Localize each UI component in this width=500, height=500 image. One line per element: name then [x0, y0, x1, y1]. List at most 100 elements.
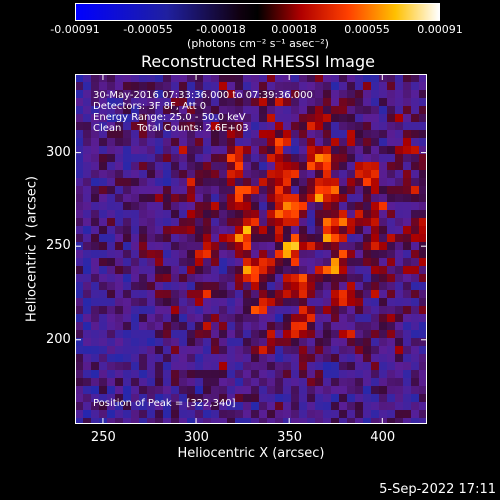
- heatmap-cell: [371, 378, 379, 386]
- heatmap-cell: [235, 386, 243, 394]
- heatmap-cell: [195, 210, 203, 218]
- heatmap-cell: [363, 394, 371, 402]
- heatmap-cell: [331, 370, 339, 378]
- heatmap-cell: [267, 410, 275, 418]
- heatmap-cell: [83, 386, 91, 394]
- heatmap-cell: [131, 114, 139, 122]
- heatmap-cell: [339, 298, 347, 306]
- heatmap-cell: [315, 354, 323, 362]
- heatmap-cell: [131, 234, 139, 242]
- heatmap-cell: [211, 410, 219, 418]
- heatmap-cell: [251, 250, 259, 258]
- heatmap-cell: [315, 186, 323, 194]
- heatmap-cell: [163, 242, 171, 250]
- heatmap-cells: [75, 74, 427, 424]
- heatmap-cell: [259, 394, 267, 402]
- heatmap-cell: [211, 138, 219, 146]
- heatmap-cell: [347, 362, 355, 370]
- heatmap-cell: [299, 226, 307, 234]
- heatmap-cell: [155, 410, 163, 418]
- heatmap-cell: [187, 282, 195, 290]
- heatmap-cell: [387, 242, 395, 250]
- heatmap-cell: [395, 154, 403, 162]
- heatmap-cell: [379, 354, 387, 362]
- heatmap-cell: [131, 154, 139, 162]
- heatmap-cell: [83, 306, 91, 314]
- heatmap-cell: [259, 138, 267, 146]
- heatmap-cell: [403, 242, 411, 250]
- heatmap-cell: [123, 282, 131, 290]
- heatmap-cell: [211, 298, 219, 306]
- heatmap-cell: [267, 346, 275, 354]
- heatmap-cell: [155, 218, 163, 226]
- heatmap-cell: [259, 274, 267, 282]
- heatmap-cell: [131, 218, 139, 226]
- heatmap-cell: [91, 362, 99, 370]
- heatmap-cell: [339, 346, 347, 354]
- heatmap-cell: [339, 418, 347, 424]
- heatmap-cell: [307, 242, 315, 250]
- heatmap-cell: [107, 98, 115, 106]
- heatmap-cell: [115, 330, 123, 338]
- heatmap-cell: [323, 258, 331, 266]
- heatmap-cell: [355, 314, 363, 322]
- heatmap-cell: [179, 130, 187, 138]
- heatmap-cell: [315, 178, 323, 186]
- heatmap-cell: [347, 418, 355, 424]
- heatmap-cell: [339, 82, 347, 90]
- heatmap-cell: [395, 194, 403, 202]
- heatmap-cell: [283, 106, 291, 114]
- heatmap-cell: [107, 306, 115, 314]
- heatmap-cell: [259, 242, 267, 250]
- heatmap-cell: [331, 218, 339, 226]
- heatmap-cell: [115, 138, 123, 146]
- heatmap-cell: [339, 226, 347, 234]
- heatmap-cell: [235, 394, 243, 402]
- heatmap-cell: [387, 410, 395, 418]
- heatmap-cell: [163, 314, 171, 322]
- heatmap-cell: [243, 114, 251, 122]
- heatmap-cell: [419, 138, 427, 146]
- heatmap-cell: [259, 218, 267, 226]
- heatmap-cell: [411, 162, 419, 170]
- heatmap-cell: [219, 178, 227, 186]
- heatmap-cell: [323, 202, 331, 210]
- heatmap-cell: [219, 330, 227, 338]
- heatmap-cell: [251, 218, 259, 226]
- heatmap-cell: [75, 418, 83, 424]
- heatmap-cell: [203, 90, 211, 98]
- heatmap-cell: [75, 178, 83, 186]
- heatmap-cell: [363, 98, 371, 106]
- heatmap-cell: [251, 266, 259, 274]
- heatmap-cell: [179, 290, 187, 298]
- heatmap-cell: [387, 98, 395, 106]
- heatmap-cell: [419, 306, 427, 314]
- heatmap-cell: [155, 266, 163, 274]
- heatmap-cell: [307, 178, 315, 186]
- heatmap-cell: [115, 354, 123, 362]
- heatmap-cell: [283, 346, 291, 354]
- heatmap-cell: [315, 146, 323, 154]
- heatmap-cell: [403, 402, 411, 410]
- heatmap-cell: [91, 162, 99, 170]
- heatmap-cell: [395, 298, 403, 306]
- heatmap-cell: [179, 298, 187, 306]
- heatmap-cell: [163, 394, 171, 402]
- heatmap-cell: [379, 402, 387, 410]
- heatmap-cell: [379, 314, 387, 322]
- heatmap-cell: [307, 202, 315, 210]
- heatmap-cell: [355, 258, 363, 266]
- heatmap-cell: [379, 122, 387, 130]
- heatmap-cell: [331, 354, 339, 362]
- heatmap-cell: [139, 258, 147, 266]
- heatmap-cell: [251, 258, 259, 266]
- heatmap-cell: [259, 210, 267, 218]
- heatmap-cell: [227, 130, 235, 138]
- heatmap-cell: [75, 210, 83, 218]
- heatmap-cell: [299, 338, 307, 346]
- heatmap-cell: [419, 282, 427, 290]
- heatmap-cell: [179, 146, 187, 154]
- heatmap-cell: [211, 370, 219, 378]
- heatmap-cell: [395, 74, 403, 82]
- heatmap-cell: [147, 322, 155, 330]
